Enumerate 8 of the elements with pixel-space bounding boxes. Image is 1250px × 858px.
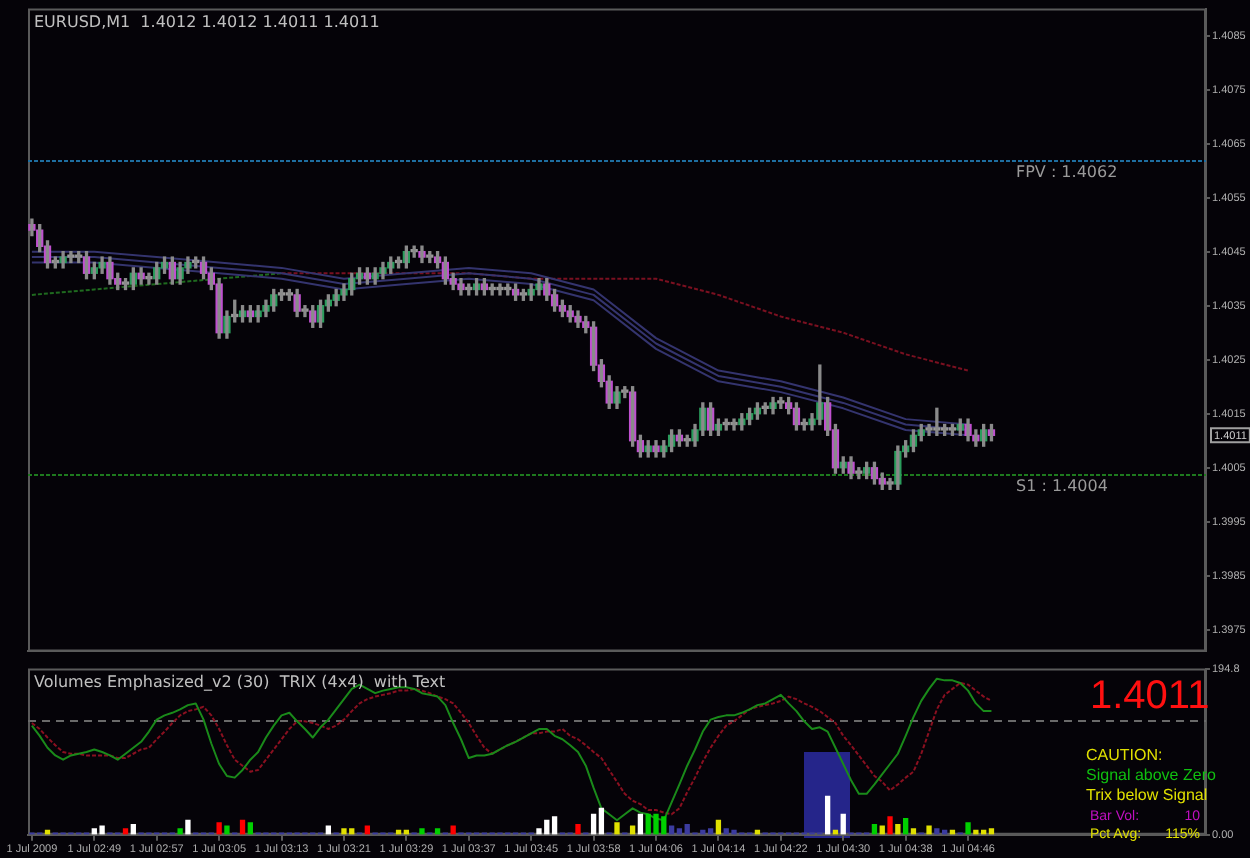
annotation: Trix below Signal — [1086, 786, 1208, 804]
chart-title: Volumes Emphasized_v2 (30) TRIX (4x4) with Text — [34, 672, 446, 691]
ref-line-label: S1 : 1.4004 — [1016, 477, 1108, 496]
annotation: CAUTION: — [1086, 746, 1163, 764]
annotation: 1.4011 — [1090, 674, 1210, 718]
annotation: Signal above Zero — [1086, 766, 1217, 784]
ref-line-label: FPV : 1.4062 — [1016, 163, 1118, 182]
chart-title: EURUSD,M1 1.4012 1.4012 1.4011 1.4011 — [34, 12, 380, 31]
